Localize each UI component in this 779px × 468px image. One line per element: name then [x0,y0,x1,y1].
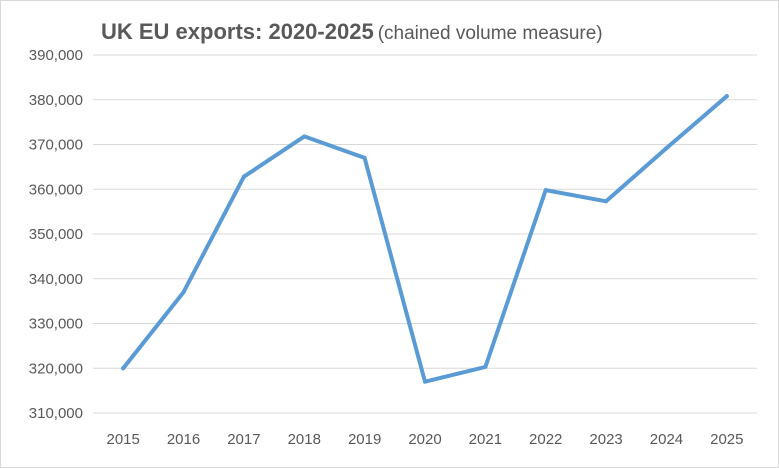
data-point [724,94,729,99]
chart-title: UK EU exports: 2020-2025 (chained volume … [101,19,603,45]
x-tick-label: 2018 [288,431,321,448]
data-point [604,199,609,204]
y-tick-label: 370,000 [29,137,83,154]
data-point [543,188,548,193]
x-tick-label: 2019 [348,431,381,448]
y-tick-label: 360,000 [29,181,83,198]
gridlines [93,54,757,414]
x-tick-label: 2020 [408,431,441,448]
y-axis-ticks: 310,000 320,000 330,000 340,000 350,000 360,0… [29,47,83,422]
x-tick-label: 2021 [469,431,502,448]
data-point [302,134,307,139]
y-tick-label: 320,000 [29,360,83,377]
x-axis-ticks: 2015 2016 2017 2018 2019 2020 2021 2022 2023 2024… [106,431,743,448]
data-point [181,290,186,295]
y-tick-label: 350,000 [29,226,83,243]
x-tick-label: 2023 [589,431,622,448]
x-tick-label: 2017 [227,431,260,448]
x-tick-label: 2022 [529,431,562,448]
series-layer [121,94,729,384]
chart-title-main: UK EU exports: 2020-2025 [101,19,374,44]
x-tick-label: 2024 [650,431,683,448]
x-tick-label: 2015 [106,431,139,448]
y-tick-label: 340,000 [29,271,83,288]
data-point [664,146,669,151]
data-point [483,364,488,369]
y-tick-label: 380,000 [29,92,83,109]
series-line [121,94,729,384]
data-point [241,174,246,179]
y-tick-label: 310,000 [29,405,83,422]
chart-subtitle: (chained volume measure) [377,23,603,44]
data-point [121,366,126,371]
y-tick-label: 330,000 [29,316,83,333]
data-point [362,155,367,160]
x-tick-label: 2025 [710,431,743,448]
y-tick-label: 390,000 [29,47,83,64]
data-point [423,379,427,384]
x-tick-label: 2016 [167,431,200,448]
